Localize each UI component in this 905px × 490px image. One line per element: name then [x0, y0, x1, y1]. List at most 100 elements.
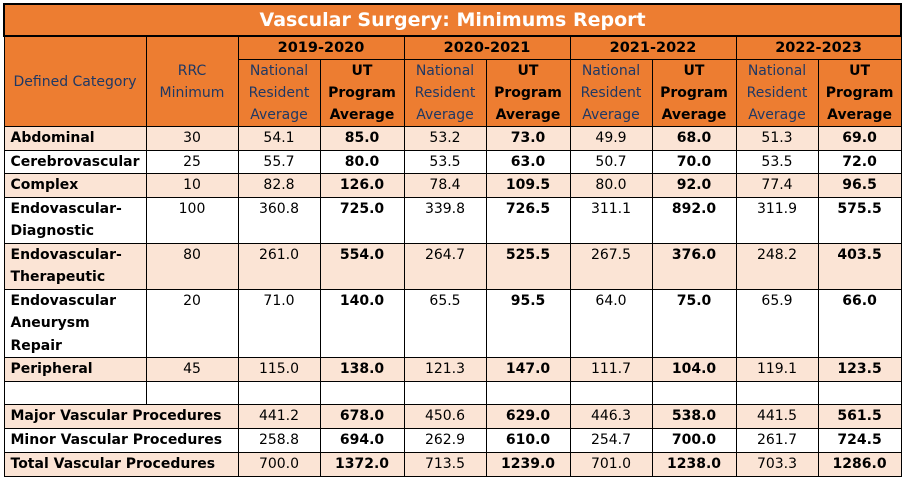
cell-ut: 109.5	[486, 174, 570, 198]
cell-national: 115.0	[238, 358, 320, 382]
header-year-2022-2023: 2022-2023	[736, 36, 901, 60]
table-row: Peripheral 45 115.0 138.0 121.3 147.0 11…	[4, 358, 901, 382]
cell-ut: 96.5	[818, 174, 901, 198]
header-year-2019-2020: 2019-2020	[238, 36, 404, 60]
cell-ut: 575.5	[818, 197, 901, 243]
cell-national: 248.2	[736, 243, 818, 289]
cell-national: 254.7	[570, 429, 652, 453]
cell-national: 82.8	[238, 174, 320, 198]
cell-ut: 554.0	[320, 243, 404, 289]
header-ut-average: UT Program Average	[652, 60, 736, 127]
cell-national: 53.2	[404, 127, 486, 151]
report-container: Vascular Surgery: Minimums Report Define…	[3, 3, 902, 477]
cell-ut: 126.0	[320, 174, 404, 198]
row-category: Abdominal	[4, 127, 146, 151]
table-row: Endovascular-Diagnostic 100 360.8 725.0 …	[4, 197, 901, 243]
summary-row: Major Vascular Procedures 441.2 678.0 45…	[4, 405, 901, 429]
cell-national: 700.0	[238, 453, 320, 477]
cell-ut: 694.0	[320, 429, 404, 453]
cell-ut: 63.0	[486, 150, 570, 174]
cell-ut: 75.0	[652, 289, 736, 358]
cell-national: 339.8	[404, 197, 486, 243]
cell-ut: 147.0	[486, 358, 570, 382]
cell-national: 713.5	[404, 453, 486, 477]
cell-ut: 92.0	[652, 174, 736, 198]
row-category: Endovascular-Diagnostic	[4, 197, 146, 243]
cell-ut: 68.0	[652, 127, 736, 151]
cell-ut: 610.0	[486, 429, 570, 453]
cell-national: 121.3	[404, 358, 486, 382]
cell-national: 360.8	[238, 197, 320, 243]
spacer-row	[4, 382, 901, 405]
table-row: Complex 10 82.8 126.0 78.4 109.5 80.0 92…	[4, 174, 901, 198]
cell-national: 262.9	[404, 429, 486, 453]
cell-ut: 70.0	[652, 150, 736, 174]
cell-national: 50.7	[570, 150, 652, 174]
cell-national: 267.5	[570, 243, 652, 289]
cell-ut: 1239.0	[486, 453, 570, 477]
header-year-2020-2021: 2020-2021	[404, 36, 570, 60]
cell-ut: 1372.0	[320, 453, 404, 477]
cell-national: 49.9	[570, 127, 652, 151]
cell-ut: 561.5	[818, 405, 901, 429]
category-rows: Abdominal 30 54.1 85.0 53.2 73.0 49.9 68…	[4, 127, 901, 477]
cell-ut: 700.0	[652, 429, 736, 453]
row-rrc: 100	[146, 197, 238, 243]
header-defined-category: Defined Category	[4, 36, 146, 127]
table-row: Cerebrovascular 25 55.7 80.0 53.5 63.0 5…	[4, 150, 901, 174]
row-rrc: 30	[146, 127, 238, 151]
cell-ut: 69.0	[818, 127, 901, 151]
header-ut-average: UT Program Average	[818, 60, 901, 127]
cell-national: 450.6	[404, 405, 486, 429]
cell-national: 53.5	[404, 150, 486, 174]
header-national-average: National Resident Average	[404, 60, 486, 127]
row-category: Endovascular Aneurysm Repair	[4, 289, 146, 358]
cell-national: 258.8	[238, 429, 320, 453]
cell-ut: 85.0	[320, 127, 404, 151]
cell-ut: 138.0	[320, 358, 404, 382]
cell-national: 77.4	[736, 174, 818, 198]
summary-row: Total Vascular Procedures 700.0 1372.0 7…	[4, 453, 901, 477]
header-year-2021-2022: 2021-2022	[570, 36, 736, 60]
cell-ut: 80.0	[320, 150, 404, 174]
cell-national: 701.0	[570, 453, 652, 477]
cell-ut: 403.5	[818, 243, 901, 289]
summary-row: Minor Vascular Procedures 258.8 694.0 26…	[4, 429, 901, 453]
cell-ut: 629.0	[486, 405, 570, 429]
cell-ut: 95.5	[486, 289, 570, 358]
cell-national: 311.1	[570, 197, 652, 243]
cell-ut: 104.0	[652, 358, 736, 382]
cell-national: 261.0	[238, 243, 320, 289]
row-category: Complex	[4, 174, 146, 198]
summary-category: Major Vascular Procedures	[4, 405, 238, 429]
cell-ut: 123.5	[818, 358, 901, 382]
cell-ut: 73.0	[486, 127, 570, 151]
cell-national: 311.9	[736, 197, 818, 243]
cell-national: 446.3	[570, 405, 652, 429]
cell-national: 64.0	[570, 289, 652, 358]
cell-ut: 538.0	[652, 405, 736, 429]
cell-national: 261.7	[736, 429, 818, 453]
cell-national: 703.3	[736, 453, 818, 477]
minimums-report-table: Vascular Surgery: Minimums Report Define…	[3, 3, 902, 477]
summary-category: Total Vascular Procedures	[4, 453, 238, 477]
cell-national: 111.7	[570, 358, 652, 382]
table-row: Endovascular Aneurysm Repair 20 71.0 140…	[4, 289, 901, 358]
cell-national: 441.5	[736, 405, 818, 429]
cell-national: 65.5	[404, 289, 486, 358]
summary-category: Minor Vascular Procedures	[4, 429, 238, 453]
header-rrc-minimum: RRC Minimum	[146, 36, 238, 127]
row-category: Peripheral	[4, 358, 146, 382]
cell-ut: 66.0	[818, 289, 901, 358]
cell-national: 51.3	[736, 127, 818, 151]
header-national-average: National Resident Average	[238, 60, 320, 127]
row-rrc: 10	[146, 174, 238, 198]
cell-ut: 72.0	[818, 150, 901, 174]
cell-ut: 140.0	[320, 289, 404, 358]
table-row: Endovascular-Therapeutic 80 261.0 554.0 …	[4, 243, 901, 289]
header-national-average: National Resident Average	[570, 60, 652, 127]
cell-ut: 1286.0	[818, 453, 901, 477]
cell-ut: 725.0	[320, 197, 404, 243]
header-ut-average: UT Program Average	[320, 60, 404, 127]
row-rrc: 80	[146, 243, 238, 289]
